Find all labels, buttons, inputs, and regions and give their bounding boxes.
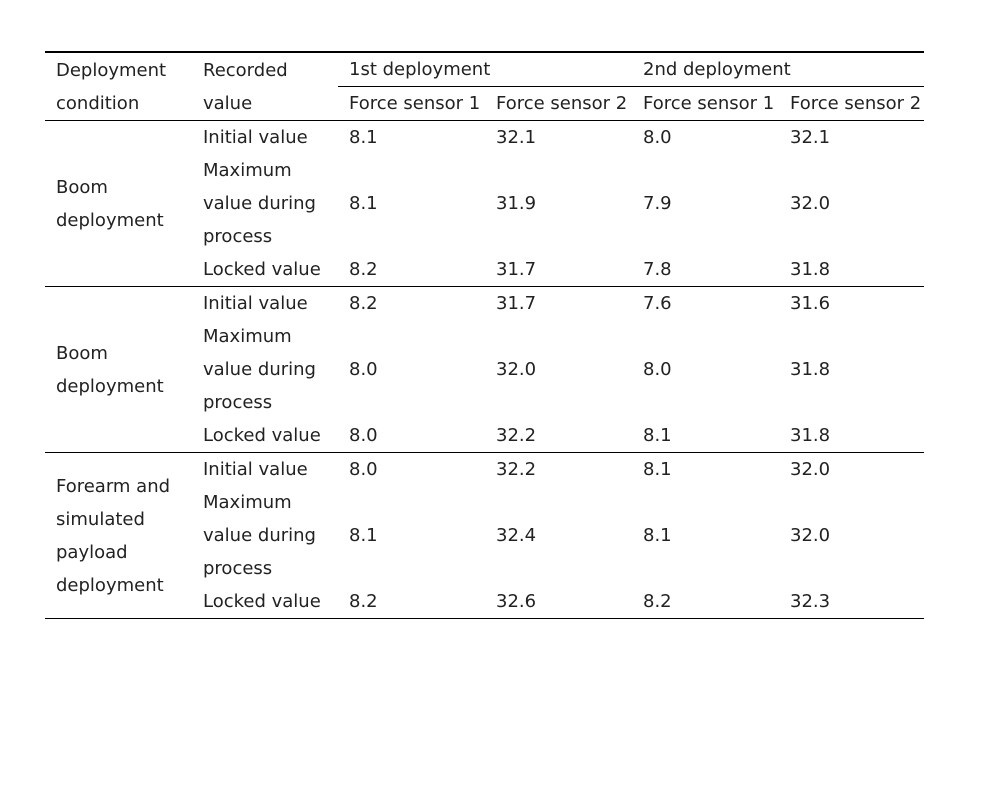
header-deployment-1: 1st deployment (338, 51, 632, 87)
header-d1-sensor-2: Force sensor 2 (485, 86, 632, 121)
table-row: Locked value 8.0 32.2 8.1 31.8 (45, 419, 924, 453)
value-cell: 31.7 (496, 259, 537, 280)
recorded-value-label: Maximum value during process (203, 326, 316, 413)
value-cell: 7.6 (632, 286, 779, 320)
header-d2-sensor-1: Force sensor 1 (632, 86, 779, 121)
recorded-value-label: Locked value (192, 585, 338, 619)
recorded-value-label: Maximum value during process (203, 492, 316, 579)
value-cell: 31.9 (496, 193, 537, 214)
value-cell: 32.0 (779, 452, 924, 486)
recorded-value-label: Initial value (192, 452, 338, 486)
value-cell: 8.0 (643, 359, 672, 380)
value-cell: 7.9 (643, 193, 672, 214)
recorded-value-label: Initial value (192, 286, 338, 320)
value-cell: 8.0 (349, 359, 378, 380)
condition-cell: Forearm and simulated payload deployment (45, 452, 192, 619)
value-cell: 32.6 (485, 585, 632, 619)
header-d2-sensor-2: Force sensor 2 (779, 86, 924, 121)
value-cell: 32.4 (496, 525, 537, 546)
header-condition: Deployment condition (45, 51, 192, 121)
value-cell: 31.8 (790, 425, 831, 446)
value-cell: 32.1 (485, 120, 632, 154)
table-row: Locked value 8.2 32.6 8.2 32.3 (45, 585, 924, 619)
value-cell: 8.2 (632, 585, 779, 619)
header-d1-sensor-1: Force sensor 1 (338, 86, 485, 121)
value-cell: 32.0 (790, 193, 831, 214)
table-row: Forearm and simulated payload deployment… (45, 452, 924, 619)
value-cell: 8.1 (643, 525, 672, 546)
header-row-1: Deployment condition Recorded value 1st … (45, 51, 924, 121)
table-row: Maximum value during process 8.1 31.9 7.9 32… (45, 154, 924, 253)
value-cell: 32.1 (779, 120, 924, 154)
condition-cell: Boom deployment (45, 286, 192, 453)
value-cell: 8.0 (349, 425, 378, 446)
value-cell: 8.0 (632, 120, 779, 154)
table-body: Boom deployment Initial value 8.1 32.1 8.0 32… (45, 120, 924, 619)
table-row: Maximum value during process 8.0 32.0 8.0 31… (45, 320, 924, 419)
header-recorded: Recorded value (192, 51, 338, 121)
value-cell: 8.1 (643, 425, 672, 446)
value-cell: 7.8 (643, 259, 672, 280)
value-cell: 31.8 (790, 359, 831, 380)
table-row: Locked value 8.2 31.7 7.8 31.8 (45, 253, 924, 287)
value-cell: 8.1 (349, 525, 378, 546)
value-cell: 32.3 (779, 585, 924, 619)
value-cell: 31.6 (779, 286, 924, 320)
header-row-2: Force sensor 1 Force sensor 2 Force sens… (45, 86, 924, 121)
recorded-value-label: Maximum value during process (203, 160, 316, 247)
recorded-value-label: Locked value (203, 425, 321, 446)
value-cell: 32.0 (790, 525, 831, 546)
value-cell: 8.2 (338, 286, 485, 320)
value-cell: 8.2 (349, 259, 378, 280)
value-cell: 8.2 (338, 585, 485, 619)
data-table: Deployment condition Recorded value 1st … (45, 51, 924, 619)
recorded-value-label: Initial value (192, 120, 338, 154)
table-row: Maximum value during process 8.1 32.4 8.1 32… (45, 486, 924, 585)
value-cell: 32.0 (496, 359, 537, 380)
value-cell: 31.7 (485, 286, 632, 320)
value-cell: 8.1 (632, 452, 779, 486)
value-cell: 8.1 (349, 193, 378, 214)
condition-cell: Boom deployment (45, 120, 192, 287)
table-row: Boom deployment Initial value 8.2 31.7 7.6 31… (45, 286, 924, 453)
value-cell: 8.1 (338, 120, 485, 154)
value-cell: 8.0 (338, 452, 485, 486)
recorded-value-label: Locked value (203, 259, 321, 280)
value-cell: 31.8 (790, 259, 831, 280)
value-cell: 32.2 (485, 452, 632, 486)
value-cell: 32.2 (496, 425, 537, 446)
table-row: Boom deployment Initial value 8.1 32.1 8.0 32… (45, 120, 924, 287)
header-deployment-2: 2nd deployment (632, 51, 924, 87)
